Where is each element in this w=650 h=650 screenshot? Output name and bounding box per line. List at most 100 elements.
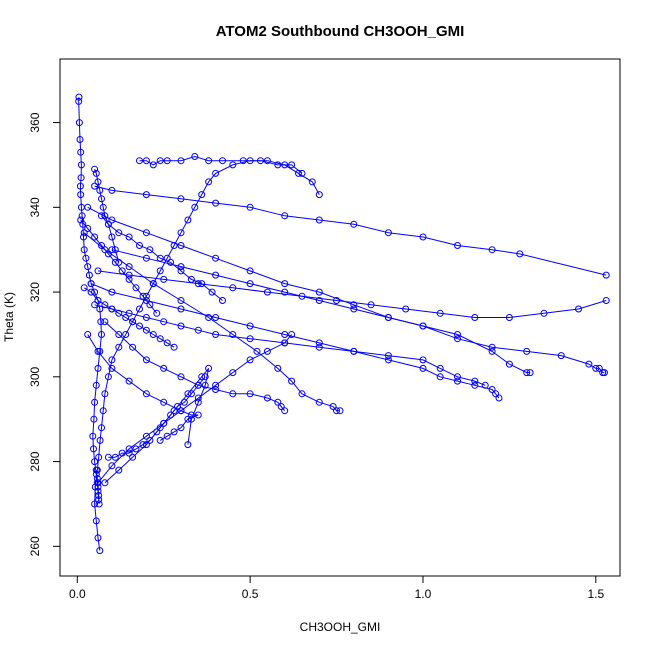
data-point <box>177 322 185 330</box>
data-point <box>488 343 496 351</box>
x-tick-label: 1.0 <box>415 587 432 601</box>
data-point <box>91 398 99 406</box>
x-tick-label: 0.0 <box>69 587 86 601</box>
data-point <box>454 335 461 343</box>
data-point <box>75 119 83 127</box>
data-point <box>516 250 524 258</box>
data-point <box>585 360 593 368</box>
data-point <box>89 432 97 440</box>
data-point <box>87 288 95 296</box>
data-point <box>125 233 133 241</box>
data-point <box>108 462 116 470</box>
data-point <box>142 157 150 165</box>
data-point <box>77 191 85 199</box>
data-point <box>160 398 168 406</box>
data-point <box>315 297 323 304</box>
data-point <box>436 373 444 381</box>
data-point <box>75 93 83 101</box>
data-point <box>481 381 489 389</box>
data-point <box>85 271 93 279</box>
data-point <box>184 441 192 449</box>
data-point <box>177 229 185 237</box>
data-point <box>212 199 220 207</box>
data-point <box>99 203 107 211</box>
data-point <box>274 398 282 406</box>
data-point <box>142 432 150 440</box>
x-axis-label: CH3OOH_GMI <box>300 620 381 634</box>
data-point <box>229 369 237 377</box>
data-point <box>111 453 119 461</box>
data-point <box>229 390 237 398</box>
data-point <box>177 407 185 415</box>
data-point <box>488 386 496 393</box>
data-point <box>149 280 157 288</box>
data-point <box>277 403 285 410</box>
data-point <box>602 297 610 304</box>
data-point <box>281 331 289 338</box>
data-point <box>94 479 102 487</box>
data-point <box>315 288 323 296</box>
data-point <box>94 534 102 542</box>
data-point <box>115 466 123 474</box>
data-point <box>163 432 171 440</box>
data-point <box>229 284 237 292</box>
data-point <box>115 331 123 338</box>
data-point <box>384 314 392 321</box>
data-point <box>523 347 531 355</box>
data-point <box>212 386 220 393</box>
data-point <box>205 178 213 186</box>
data-point <box>257 157 264 165</box>
data-point <box>246 267 254 275</box>
data-point <box>174 403 181 410</box>
data-point <box>315 339 323 347</box>
data-point <box>505 314 513 321</box>
data-point <box>77 174 85 182</box>
data-series-16 <box>77 216 161 317</box>
data-point <box>177 267 185 275</box>
data-point <box>219 157 226 165</box>
data-point <box>156 335 164 343</box>
data-point <box>288 377 296 385</box>
data-point <box>184 390 192 398</box>
data-point <box>454 373 461 381</box>
y-tick-label: 320 <box>28 282 42 302</box>
data-point <box>187 275 195 283</box>
data-point <box>557 352 565 360</box>
data-point <box>298 169 306 177</box>
data-point <box>125 377 133 385</box>
data-point <box>115 258 123 266</box>
data-point <box>170 343 178 351</box>
data-point <box>76 136 84 143</box>
data-point <box>149 161 157 169</box>
data-point <box>146 436 154 444</box>
data-point <box>298 390 306 398</box>
data-point <box>419 364 427 372</box>
data-point <box>98 242 105 249</box>
data-point <box>212 381 220 389</box>
data-point <box>122 314 130 321</box>
data-point <box>92 169 100 177</box>
data-point <box>125 445 133 453</box>
data-series-10 <box>84 331 202 444</box>
data-point <box>163 157 171 165</box>
data-point <box>98 424 105 432</box>
data-point <box>76 182 84 190</box>
data-point <box>419 322 427 330</box>
data-point <box>246 335 254 343</box>
series-line <box>83 232 340 412</box>
data-point <box>111 246 119 254</box>
data-point <box>246 203 254 211</box>
data-point <box>170 428 178 436</box>
data-point <box>288 331 296 338</box>
y-tick-label: 260 <box>28 536 42 556</box>
data-point <box>288 161 296 169</box>
data-point <box>80 229 88 237</box>
data-point <box>177 157 185 165</box>
data-point <box>575 305 582 313</box>
data-point <box>177 195 185 203</box>
data-point <box>90 415 98 423</box>
data-point <box>201 381 209 389</box>
x-tick-label: 0.5 <box>242 587 259 601</box>
data-point <box>315 398 323 406</box>
data-point <box>77 161 85 169</box>
